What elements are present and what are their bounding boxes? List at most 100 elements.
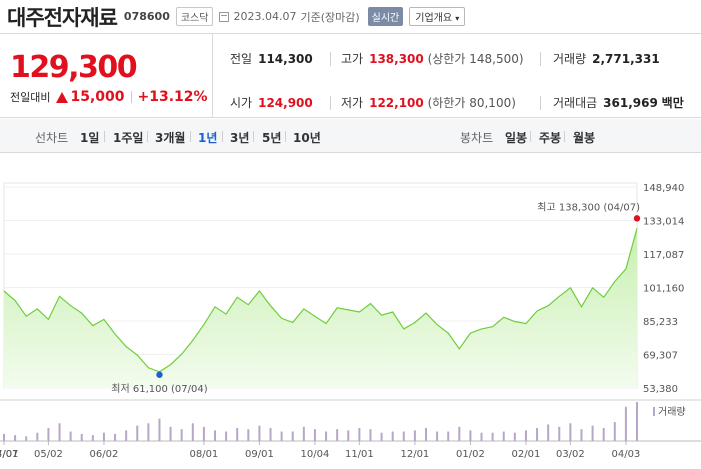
volume-bar: [58, 423, 61, 441]
x-tick-label: 12/01: [400, 449, 429, 460]
volume-bar: [436, 431, 439, 441]
volume-bar: [402, 431, 405, 441]
divider: [130, 91, 132, 103]
y-tick-label: 101,160: [643, 284, 684, 295]
stat-high: 고가 138,300 (상한가 148,500): [341, 50, 524, 67]
stat-open: 시가 124,900: [230, 94, 313, 111]
stat-sub-value: 148,500): [469, 52, 524, 66]
max-marker: [633, 215, 641, 222]
volume-bar: [513, 432, 516, 441]
volume-bar: [147, 423, 150, 441]
volume-bar: [291, 431, 294, 441]
volume-bar: [158, 418, 161, 441]
volume-bar: [558, 426, 561, 441]
volume-bar: [125, 430, 128, 441]
divider: [147, 131, 148, 142]
market-badge: 코스닥: [175, 7, 214, 26]
x-tick-label: 06/02: [90, 449, 119, 460]
min-label: 최저 61,100 (07/04): [111, 383, 207, 395]
volume-bar: [14, 435, 17, 441]
volume-bar: [136, 425, 139, 441]
divider: [330, 52, 331, 66]
volume-bar: [636, 402, 638, 441]
volume-bar: [91, 435, 94, 441]
x-tick-label: 01/02: [456, 449, 485, 460]
volume-bar: [591, 425, 594, 441]
stat-value: 361,969: [603, 96, 658, 110]
stat-sub-label: (상한가: [427, 52, 466, 66]
volume-bar: [191, 423, 194, 441]
volume-bar: [214, 430, 216, 441]
period-3m[interactable]: 3개월: [155, 131, 186, 145]
stat-label: 거래대금: [553, 96, 598, 110]
period-1y[interactable]: 1년: [198, 131, 218, 145]
x-tick-label: 10/04: [301, 449, 330, 460]
volume-bar: [447, 431, 450, 441]
x-tick-label: 04/03: [611, 449, 640, 460]
candle-weekly[interactable]: 주봉: [539, 131, 562, 145]
price-panel: 129,300 전일대비 15,000 +13.12% 전일 114,300 고가…: [0, 34, 701, 118]
stat-label: 전일: [230, 52, 253, 66]
divider: [212, 34, 213, 117]
candle-monthly[interactable]: 월봉: [573, 131, 596, 145]
stock-code: 078600: [123, 10, 170, 23]
volume-bar: [536, 428, 539, 441]
divider: [222, 131, 223, 142]
candle-daily[interactable]: 일봉: [505, 131, 528, 145]
realtime-button[interactable]: 실시간: [367, 7, 404, 26]
stat-value: 114,300: [258, 52, 313, 66]
volume-bar: [413, 430, 416, 441]
price-chart[interactable]: 148,940 133,014 117,087 101,160 85,233 69,307…: [0, 153, 701, 469]
y-tick-label: 148,940: [643, 183, 684, 194]
company-overview-button[interactable]: 기업개요 ▾: [409, 7, 466, 26]
volume-bar: [480, 432, 483, 441]
stock-name: 대주전자재료: [7, 5, 118, 30]
volume-bar: [425, 428, 427, 441]
chart-annotations: 최고 138,300 (04/07) 최저 61,100 (07/04): [111, 201, 641, 395]
volume-bar: [80, 433, 83, 441]
change-label: 전일대비: [10, 91, 51, 104]
divider: [190, 131, 191, 142]
stat-value: 124,900: [258, 96, 313, 110]
stat-value: 122,100: [369, 96, 424, 110]
stat-low: 저가 122,100 (하한가 80,100): [341, 94, 516, 111]
quote-basis: 기준(장마감): [300, 10, 360, 24]
volume-bar: [613, 422, 616, 441]
volume-bar: [102, 432, 105, 441]
divider: [530, 131, 531, 142]
period-1w[interactable]: 1주일: [113, 131, 144, 145]
volume-bar: [258, 425, 261, 441]
volume-bar: [369, 429, 372, 441]
volume-bar: [491, 432, 494, 441]
price-line: [3, 228, 638, 373]
period-5y[interactable]: 5년: [262, 131, 282, 145]
divider: [253, 131, 254, 142]
volume-bar: [524, 430, 527, 441]
volume-bar: [569, 423, 572, 441]
candle-chart-label: 봉차트: [460, 131, 494, 145]
divider: [564, 131, 565, 142]
volume-bar: [36, 432, 39, 441]
volume-bar: [169, 426, 172, 441]
up-triangle-icon: [56, 91, 69, 103]
period-10y[interactable]: 10년: [293, 131, 321, 145]
volume-bar: [313, 429, 316, 441]
volume-bar: [180, 429, 183, 441]
volume-bar: [236, 428, 239, 441]
x-axis: 04/07 05/02 06/02 07/01 08/01 09/01 10/04 11/01…: [0, 441, 640, 460]
stat-amount: 거래대금 361,969 백만: [553, 94, 684, 111]
volume-bar: [580, 429, 583, 441]
stat-sub-value: 80,100): [469, 96, 516, 110]
volume-bars: 거래량: [3, 402, 686, 441]
volume-legend-swatch: [653, 407, 655, 416]
max-label: 최고 138,300 (04/07): [537, 201, 640, 213]
volume-legend-label: 거래량: [658, 406, 686, 418]
volume-bar: [202, 426, 205, 441]
volume-bar: [336, 429, 339, 441]
period-3y[interactable]: 3년: [230, 131, 250, 145]
chevron-down-icon: ▾: [455, 14, 460, 23]
change-amount: 15,000: [70, 89, 125, 105]
period-1d[interactable]: 1일: [80, 131, 100, 145]
volume-bar: [502, 431, 505, 441]
company-overview-label: 기업개요: [415, 13, 453, 24]
